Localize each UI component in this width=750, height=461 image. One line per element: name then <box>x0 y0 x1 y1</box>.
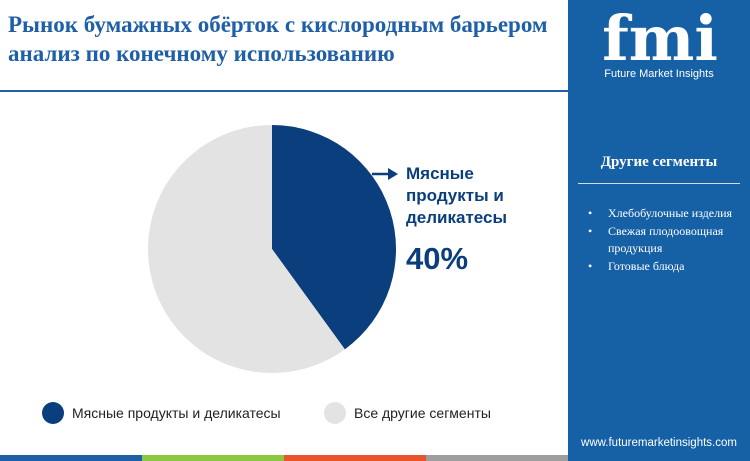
chart-legend: Мясные продукты и деликатесы Все другие … <box>0 400 568 430</box>
legend-label-other-segments: Все другие сегменты <box>354 405 491 421</box>
pie-slice-other-segments <box>148 125 345 373</box>
callout-label-line-3: деликатесы <box>406 208 507 227</box>
bottom-bar-segment <box>426 455 568 461</box>
bottom-bar-segment <box>0 455 142 461</box>
list-item: Готовые блюда <box>586 258 736 276</box>
list-item: Хлебобулочные изделия <box>586 205 736 223</box>
legend-item-meat-and-deli: Мясные продукты и деликатесы <box>42 402 281 424</box>
callout-arrow-icon <box>388 168 398 180</box>
callout-label-line-2: продукты и <box>406 186 504 205</box>
legend-swatch-meat-and-deli <box>42 402 64 424</box>
sidebar: fmi Future Market Insights Другие сегмен… <box>568 0 750 461</box>
bottom-bar-segment <box>284 455 426 461</box>
other-segments-list: Хлебобулочные изделия Свежая плодоовощна… <box>586 205 736 275</box>
pie-slice-meat-and-deli <box>272 125 397 350</box>
logo-wordmark: fmi <box>602 10 718 66</box>
legend-swatch-other-segments <box>324 402 346 424</box>
fmi-logo: fmi <box>602 10 718 66</box>
callout-label-line-1: Мясные <box>406 164 474 183</box>
legend-label-meat-and-deli: Мясные продукты и деликатесы <box>72 405 281 421</box>
callout-value: 40% <box>406 241 468 276</box>
website-link[interactable]: www.futuremarketinsights.com <box>581 437 737 449</box>
bottom-bar-segment <box>142 455 284 461</box>
logo-tagline: Future Market Insights <box>604 68 714 80</box>
list-item: Свежая плодоовощная продукция <box>586 223 736 258</box>
sidebar-heading: Другие сегменты <box>600 154 718 170</box>
sidebar-divider <box>578 183 740 184</box>
chart-title: Рынок бумажных обёрток с кислородным бар… <box>8 12 548 66</box>
bottom-color-bar <box>0 455 568 461</box>
legend-item-other-segments: Все другие сегменты <box>324 402 491 424</box>
title-underline <box>0 90 568 92</box>
pie-chart: Мясные продукты и деликатесы 40% <box>148 125 507 373</box>
